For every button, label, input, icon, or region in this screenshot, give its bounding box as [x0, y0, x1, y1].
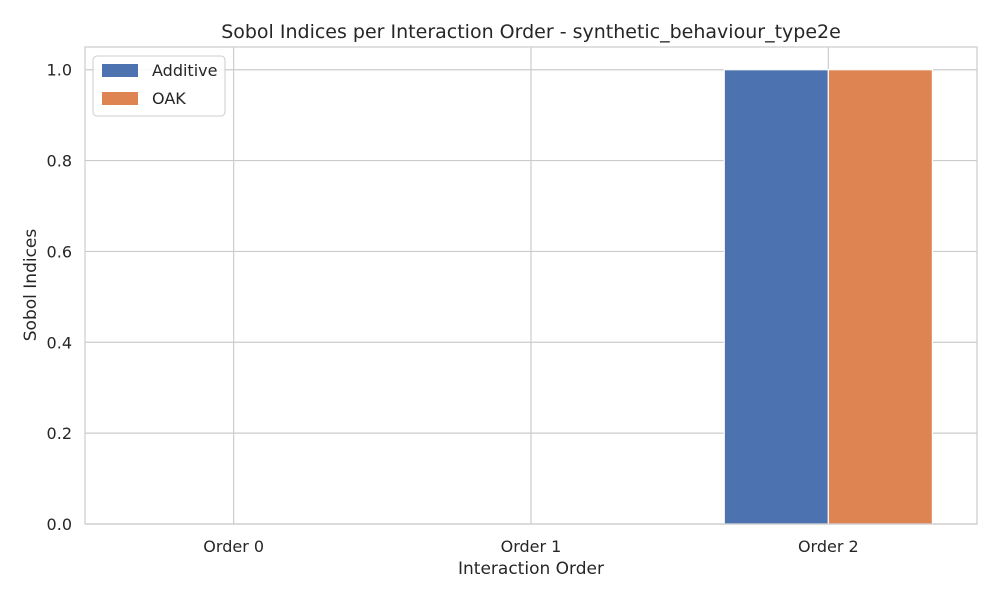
legend-swatch-oak: [102, 92, 138, 105]
y-tick-label: 0.6: [47, 242, 72, 261]
x-tick-labels: Order 0 Order 1 Order 2: [203, 537, 858, 556]
y-tick-label: 0.8: [47, 152, 72, 171]
bar-oak-order-2: [827, 69, 933, 525]
legend-label-oak: OAK: [152, 89, 186, 108]
x-tick-label: Order 2: [798, 537, 859, 556]
legend-swatch-additive: [102, 64, 138, 77]
bar-additive-order-2: [723, 69, 829, 525]
x-tick-label: Order 1: [501, 537, 562, 556]
y-tick-labels: 0.0 0.2 0.4 0.6 0.8 1.0: [47, 61, 72, 534]
y-tick-label: 0.0: [47, 515, 72, 534]
y-tick-label: 0.4: [47, 333, 72, 352]
chart-title: Sobol Indices per Interaction Order - sy…: [221, 21, 841, 43]
legend: Additive OAK: [92, 55, 226, 117]
x-axis-label: Interaction Order: [458, 559, 604, 579]
y-axis-label: Sobol Indices: [21, 229, 41, 342]
bars: [723, 69, 933, 525]
x-tick-label: Order 0: [203, 537, 264, 556]
legend-label-additive: Additive: [152, 61, 217, 80]
plot-area-frame: [84, 46, 978, 525]
y-tick-label: 1.0: [47, 61, 72, 80]
y-tick-label: 0.2: [47, 424, 72, 443]
